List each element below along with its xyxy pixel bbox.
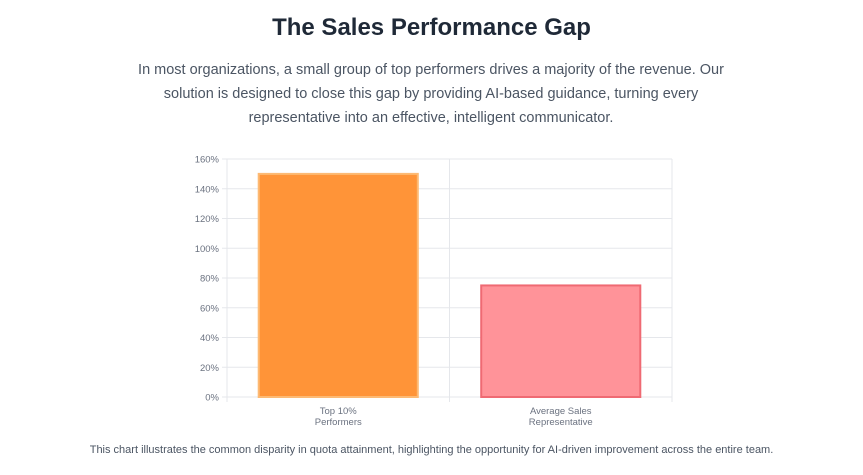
intro-paragraph: In most organizations, a small group of … [138, 62, 724, 126]
sales-gap-chart: 0% 20% 40% 60% 80% 100% 120% 140% 160% Top 10% Per… [180, 150, 680, 435]
y-tick-label: 120% [195, 214, 220, 225]
y-tick-label: 140% [195, 184, 220, 195]
y-tick-label: 40% [200, 333, 220, 344]
y-tick-label: 20% [200, 363, 220, 374]
x-tick-label: Performers [315, 417, 362, 428]
page-title: The Sales Performance Gap [272, 14, 591, 41]
bar [480, 284, 642, 398]
x-tick-label: Top 10% [320, 406, 358, 417]
y-tick-label: 80% [200, 274, 220, 285]
y-tick-label: 100% [195, 244, 220, 255]
y-tick-label: 160% [195, 155, 220, 166]
chart-footnote: This chart illustrates the common dispar… [89, 444, 774, 456]
x-tick-label: Representative [529, 417, 593, 428]
bar-chart-svg: 0% 20% 40% 60% 80% 100% 120% 140% 160% Top 10%Per… [195, 155, 673, 428]
x-tick-label: Average Sales [530, 406, 592, 417]
y-tick-label: 60% [200, 303, 220, 314]
y-tick-label: 0% [205, 393, 219, 404]
bar [257, 172, 419, 398]
